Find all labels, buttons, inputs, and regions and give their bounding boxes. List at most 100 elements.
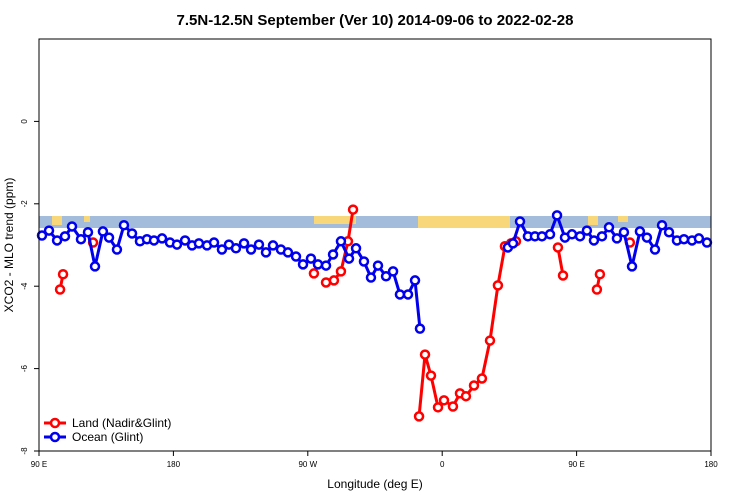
point (54, 284, 66, 295)
point (394, 289, 406, 300)
y-tick-label: 0 (20, 119, 29, 124)
point (425, 370, 437, 381)
point (36, 230, 48, 241)
point (328, 275, 340, 286)
point (641, 232, 653, 243)
point (611, 233, 623, 244)
point (103, 232, 115, 243)
point (260, 247, 272, 258)
point (656, 219, 668, 231)
land-strip (418, 216, 510, 228)
point (312, 259, 324, 270)
point (438, 395, 450, 406)
point (544, 229, 556, 240)
point (320, 260, 332, 271)
y-tick-label: -4 (20, 282, 29, 290)
point (216, 244, 228, 255)
point (387, 266, 399, 277)
point (43, 225, 55, 236)
point (618, 226, 630, 238)
point (402, 289, 414, 300)
y-axis-label: XCO2 - MLO trend (ppm) (2, 178, 16, 313)
point (343, 253, 355, 264)
point (347, 204, 359, 215)
point (245, 244, 257, 255)
point (460, 390, 472, 402)
point (414, 323, 426, 334)
point (208, 237, 220, 248)
point (492, 280, 504, 291)
point (171, 239, 183, 250)
point (701, 237, 713, 248)
point (51, 235, 63, 246)
point (253, 239, 265, 250)
land-sea-strip (39, 216, 711, 228)
point (594, 269, 606, 280)
x-tick-label: 90 E (31, 460, 47, 469)
point (350, 243, 362, 254)
point (591, 284, 603, 295)
point (634, 226, 646, 237)
x-tick-label: 180 (704, 460, 718, 469)
point (380, 271, 392, 282)
point (413, 411, 425, 422)
point (89, 261, 101, 272)
point (552, 242, 564, 253)
point (305, 253, 317, 264)
x-tick-label: 180 (167, 460, 181, 469)
point (57, 269, 69, 280)
point (557, 270, 569, 281)
point (156, 233, 168, 244)
point (365, 272, 377, 283)
point (596, 231, 608, 242)
point (536, 231, 548, 242)
point (566, 229, 578, 240)
point (409, 275, 421, 286)
point (574, 231, 586, 242)
land-strip (52, 216, 62, 225)
ocean-strip (39, 216, 711, 228)
point (649, 244, 661, 255)
land-strip (84, 216, 90, 222)
point (75, 233, 87, 245)
point (59, 231, 71, 242)
point (693, 233, 705, 244)
point (507, 238, 519, 249)
point (148, 235, 160, 246)
point (111, 244, 123, 255)
point (66, 221, 78, 232)
x-tick-label: 90 W (298, 460, 317, 469)
legend-label: Ocean (Glint) (72, 430, 143, 444)
point (468, 380, 480, 391)
y-tick-label: -2 (20, 200, 29, 208)
legend-label: Land (Nadir&Glint) (72, 416, 171, 430)
legend-marker (49, 431, 61, 443)
x-tick-label: 90 E (568, 460, 584, 469)
legend-marker (49, 417, 61, 429)
land-strip (588, 216, 598, 225)
point (327, 249, 339, 260)
point (358, 256, 370, 267)
point (82, 226, 94, 238)
point (335, 236, 347, 247)
point (126, 228, 138, 239)
point (551, 210, 563, 221)
y-tick-label: -8 (20, 447, 29, 455)
plot-frame (38, 38, 712, 452)
point (626, 261, 638, 272)
point (432, 402, 444, 413)
point (514, 216, 526, 227)
point (447, 401, 459, 412)
x-axis-label: Longitude (deg E) (327, 477, 422, 491)
point (678, 233, 690, 245)
series-line (41, 210, 708, 329)
point (238, 238, 250, 249)
point (663, 226, 675, 238)
point (308, 268, 320, 279)
point (588, 235, 600, 246)
point (297, 259, 309, 270)
point (581, 225, 593, 236)
point (290, 251, 302, 262)
point (179, 235, 191, 246)
point (603, 222, 615, 233)
